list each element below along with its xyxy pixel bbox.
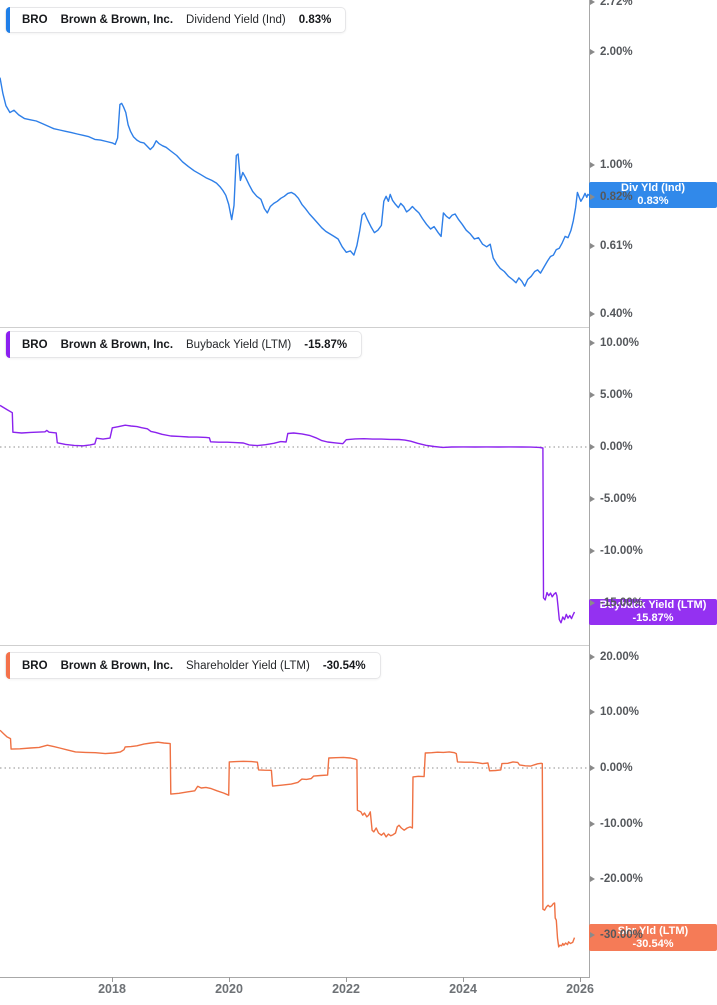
y-axis-label: 2.00% [590, 44, 633, 60]
tick-arrow-icon [590, 444, 595, 450]
y-axis-label: -20.00% [590, 871, 643, 887]
metric-value: -30.54% [322, 659, 366, 672]
x-axis-label: 2020 [215, 982, 243, 996]
x-axis-tick [346, 977, 347, 982]
tick-arrow-icon [590, 194, 595, 200]
badge-value: 0.83% [637, 195, 669, 207]
company-label: Brown & Brown, Inc. [60, 659, 174, 672]
tick-arrow-icon [590, 600, 595, 606]
ticker-label: BRO [22, 659, 48, 672]
x-axis-tick [580, 977, 581, 982]
buyback-yield-chart[interactable] [0, 327, 589, 645]
badge-title: Shr Yld (LTM) [617, 924, 689, 937]
y-axis-label: 5.00% [590, 387, 633, 403]
tick-arrow-icon [590, 876, 595, 882]
ticker-label: BRO [22, 338, 48, 351]
series-accent-bar [6, 331, 10, 358]
tick-arrow-icon [590, 392, 595, 398]
badge-value: -30.54% [632, 937, 674, 950]
y-axis-label: -15.00% [590, 595, 643, 611]
metric-value: -15.87% [304, 338, 348, 351]
company-label: Brown & Brown, Inc. [60, 338, 174, 351]
y-axis-label: 0.40% [590, 306, 633, 322]
y-axis-label: -10.00% [590, 543, 643, 559]
x-axis-line [0, 977, 590, 978]
y-axis-label: -30.00% [590, 927, 643, 943]
last-value-badge-dividend-yield: Div Yld (Ind) 0.83% [589, 182, 717, 208]
x-axis-label: 2022 [332, 982, 360, 996]
tick-arrow-icon [590, 162, 595, 168]
metric-label: Shareholder Yield (LTM) [186, 659, 310, 672]
y-axis-label: -10.00% [590, 816, 643, 832]
x-axis-label: 2026 [566, 982, 594, 996]
y-axis-line [589, 0, 590, 978]
series-chip-buyback-yield[interactable]: BRO Brown & Brown, Inc. Buyback Yield (L… [5, 331, 363, 358]
tick-arrow-icon [590, 821, 595, 827]
x-axis-label: 2024 [449, 982, 477, 996]
y-axis-label: 10.00% [590, 704, 639, 720]
tick-arrow-icon [590, 548, 595, 554]
panel-divider [0, 327, 590, 328]
series-chip-shareholder-yield[interactable]: BRO Brown & Brown, Inc. Shareholder Yiel… [5, 652, 381, 679]
badge-title: Buyback Yield (LTM) [599, 599, 707, 611]
metric-value: 0.83% [298, 14, 332, 26]
panel-divider [0, 645, 590, 646]
dividend-yield-chart[interactable] [0, 0, 589, 327]
x-axis-tick [229, 977, 230, 982]
metric-label: Buyback Yield (LTM) [186, 338, 292, 351]
last-value-badge-shareholder-yield: Shr Yld (LTM) -30.54% [589, 924, 717, 951]
metric-label: Dividend Yield (Ind) [186, 14, 286, 26]
y-axis-label: 1.00% [590, 157, 633, 173]
badge-value: -15.87% [632, 612, 674, 624]
x-axis-tick [112, 977, 113, 982]
tick-arrow-icon [590, 654, 595, 660]
tick-arrow-icon [590, 49, 595, 55]
tick-arrow-icon [590, 765, 595, 771]
y-axis-label: 0.82% [590, 189, 633, 205]
series-line [0, 729, 576, 948]
series-chip-dividend-yield[interactable]: BRO Brown & Brown, Inc. Dividend Yield (… [5, 7, 347, 33]
y-axis-label: 0.61% [590, 238, 633, 254]
series-accent-bar [6, 7, 10, 33]
y-axis-label: 0.00% [590, 760, 633, 776]
ticker-label: BRO [22, 14, 48, 26]
y-axis-label: 10.00% [590, 335, 639, 351]
x-axis-label: 2018 [98, 982, 126, 996]
shareholder-yield-chart[interactable] [0, 645, 589, 977]
tick-arrow-icon [590, 932, 595, 938]
y-axis-label: 20.00% [590, 649, 639, 665]
y-axis-label: 2.72% [590, 0, 633, 10]
tick-arrow-icon [590, 311, 595, 317]
tick-arrow-icon [590, 243, 595, 249]
tick-arrow-icon [590, 0, 595, 5]
y-axis-label: -5.00% [590, 491, 636, 507]
tick-arrow-icon [590, 496, 595, 502]
last-value-badge-buyback-yield: Buyback Yield (LTM) -15.87% [589, 599, 717, 625]
series-line [0, 77, 589, 287]
tick-arrow-icon [590, 709, 595, 715]
badge-title: Div Yld (Ind) [621, 182, 685, 194]
company-label: Brown & Brown, Inc. [60, 14, 174, 26]
tick-arrow-icon [590, 340, 595, 346]
series-line [0, 404, 576, 624]
series-accent-bar [6, 652, 10, 679]
y-axis-label: 0.00% [590, 439, 633, 455]
x-axis-tick [463, 977, 464, 982]
